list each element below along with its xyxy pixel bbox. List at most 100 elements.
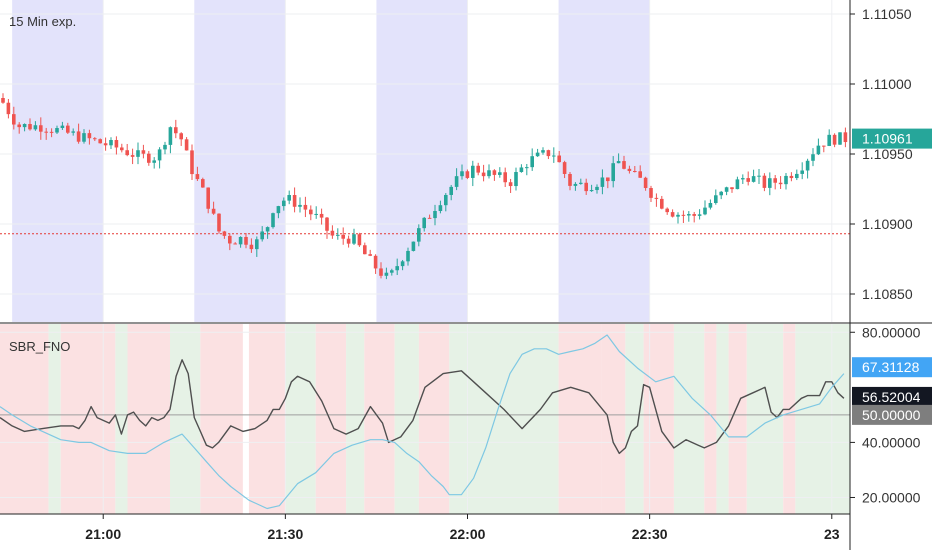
candle-body bbox=[292, 195, 297, 207]
candle-body bbox=[346, 238, 351, 244]
candle-body bbox=[773, 178, 777, 183]
price-scale[interactable] bbox=[850, 0, 932, 550]
candle-body bbox=[17, 124, 21, 128]
candle-body bbox=[525, 167, 529, 169]
candle-body bbox=[168, 127, 173, 145]
candle-body bbox=[309, 209, 313, 215]
indicator-series-line bbox=[0, 359, 845, 455]
grid-lines bbox=[0, 0, 850, 514]
indicator-zone-up bbox=[346, 324, 365, 514]
candle-body bbox=[130, 155, 135, 157]
indicator-zone-down bbox=[728, 324, 747, 514]
candle-body bbox=[1, 98, 5, 103]
candle-body bbox=[498, 172, 502, 175]
candle-body bbox=[822, 145, 826, 147]
candle-body bbox=[49, 131, 54, 133]
candle-body bbox=[93, 138, 97, 140]
y-tick-label: 1.10950 bbox=[862, 146, 913, 162]
candle-body bbox=[22, 124, 27, 128]
candle-body bbox=[298, 204, 302, 207]
candle-body bbox=[508, 182, 513, 187]
candle-body bbox=[373, 255, 378, 269]
candle-body bbox=[174, 127, 178, 134]
price-pane-legend: 15 Min exp. bbox=[9, 14, 77, 29]
indicator-zone-down bbox=[418, 324, 450, 514]
value-badge-label: 67.31128 bbox=[862, 359, 920, 375]
candle-body bbox=[714, 195, 718, 204]
candle-body bbox=[735, 179, 740, 190]
candle-body bbox=[147, 153, 151, 163]
candle-body bbox=[805, 160, 810, 171]
candle-body bbox=[125, 150, 129, 156]
candle-body bbox=[33, 125, 38, 130]
candle-body bbox=[627, 168, 632, 172]
candle-body bbox=[66, 125, 70, 133]
candle-body bbox=[795, 173, 799, 179]
candle-body bbox=[260, 231, 264, 240]
candle-body bbox=[595, 186, 599, 191]
indicator-zone-up bbox=[48, 324, 61, 514]
candle-body bbox=[465, 171, 470, 178]
candle-body bbox=[217, 213, 221, 232]
indicator-zone-down bbox=[558, 324, 602, 514]
candle-body bbox=[778, 182, 783, 185]
candle-body bbox=[746, 178, 750, 182]
indicator-zone-down bbox=[0, 324, 49, 514]
candle-body bbox=[136, 150, 140, 157]
candle-body bbox=[611, 163, 615, 182]
candle-body bbox=[255, 239, 259, 250]
candle-body bbox=[98, 139, 102, 144]
candle-body bbox=[276, 206, 281, 214]
candle-body bbox=[568, 173, 572, 186]
candle-body bbox=[71, 131, 75, 133]
candle-body bbox=[368, 254, 372, 256]
candle-body bbox=[676, 214, 680, 217]
candle-body bbox=[471, 165, 475, 178]
candle-body bbox=[606, 177, 610, 182]
candle-body bbox=[28, 124, 32, 130]
indicator-zone-up bbox=[449, 324, 559, 514]
session-shade-band bbox=[558, 0, 650, 322]
indicator-zone-down bbox=[783, 324, 796, 514]
indicator-zone-up bbox=[625, 324, 644, 514]
candle-body bbox=[584, 182, 588, 192]
candle-body bbox=[438, 205, 443, 211]
candle-body bbox=[449, 186, 453, 195]
candle-body bbox=[681, 214, 686, 216]
candle-body bbox=[271, 213, 275, 228]
x-tick-label: 23 bbox=[824, 526, 840, 542]
candle-body bbox=[751, 176, 756, 182]
indicator-zone-up bbox=[394, 324, 419, 514]
candle-body bbox=[244, 236, 248, 245]
indicator-zone-up bbox=[795, 324, 850, 514]
candle-body bbox=[665, 208, 669, 213]
indicator-series bbox=[0, 334, 845, 510]
value-badge-label: 56.52004 bbox=[862, 389, 921, 405]
candle-body bbox=[487, 170, 491, 177]
candle-body bbox=[622, 161, 626, 169]
candle-body bbox=[827, 134, 831, 146]
candle-body bbox=[87, 133, 92, 139]
candle-body bbox=[811, 154, 815, 161]
candle-body bbox=[519, 167, 524, 173]
indicator-zone-up bbox=[285, 324, 316, 514]
time-scale[interactable] bbox=[0, 514, 932, 550]
candle-body bbox=[816, 145, 821, 155]
candle-body bbox=[530, 156, 534, 168]
candle-body bbox=[535, 152, 540, 157]
candle-body bbox=[287, 195, 291, 201]
session-shading bbox=[12, 0, 650, 322]
x-tick-label: 21:30 bbox=[267, 526, 303, 542]
y-tick-label: 1.11000 bbox=[862, 76, 912, 92]
candle-body bbox=[638, 171, 642, 178]
candle-body bbox=[687, 214, 691, 216]
candle-body bbox=[589, 190, 594, 192]
candle-body bbox=[838, 132, 842, 145]
candle-body bbox=[163, 144, 167, 150]
y-tick-label: 80.00000 bbox=[862, 324, 921, 340]
indicator-zone-up bbox=[673, 324, 705, 514]
candle-body bbox=[400, 261, 405, 267]
candle-body bbox=[60, 125, 65, 129]
